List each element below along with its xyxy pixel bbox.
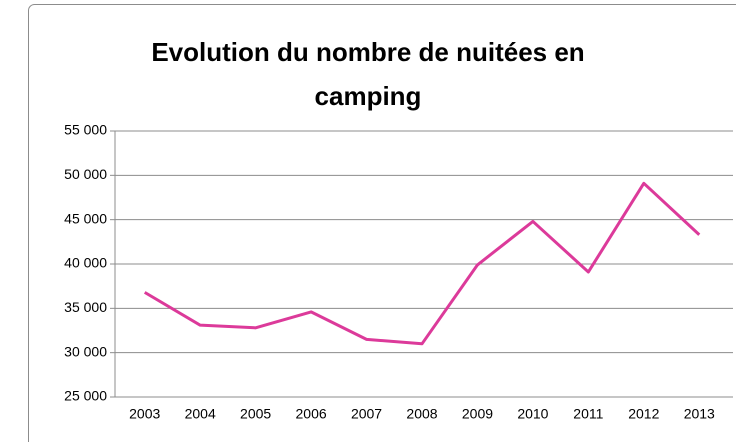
y-tick-label: 50 000 [64,166,107,182]
x-tick-label: 2010 [517,406,548,422]
chart-title: Evolution du nombre de nuitées en campin… [151,37,585,111]
y-tick-label: 30 000 [64,343,107,359]
chart-border [28,4,736,442]
line-series [143,181,701,346]
x-tick-label: 2006 [296,406,327,422]
y-tick-label: 40 000 [64,255,107,271]
x-tick-label: 2007 [351,406,382,422]
x-tick-label: 2011 [573,406,603,422]
x-tick-label: 2003 [129,406,160,422]
x-tick-label: 2012 [628,406,659,422]
x-tick-label: 2004 [185,406,216,422]
y-tick-label: 35 000 [64,299,107,315]
x-tick-label: 2008 [406,406,437,422]
y-tick-label: 25 000 [64,388,107,404]
x-tick-label: 2005 [240,406,271,422]
x-tick-label: 2013 [684,406,715,422]
x-tick-label: 2009 [462,406,493,422]
y-tick-label: 45 000 [64,210,107,226]
y-tick-label: 55 000 [64,122,107,138]
